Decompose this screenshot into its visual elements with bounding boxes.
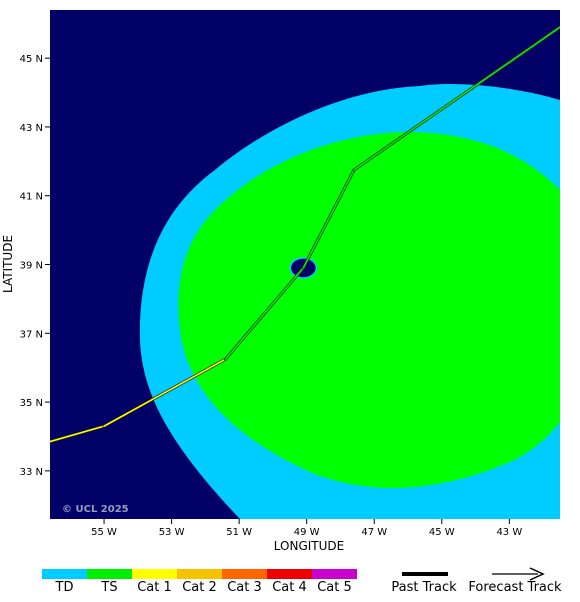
- legend-label-cat-1: Cat 1: [137, 580, 172, 595]
- x-tick-label: 53 W: [159, 527, 185, 538]
- track-segment: [302, 169, 355, 269]
- y-tick-label: 37 N: [20, 329, 43, 340]
- legend-swatch-cat-4: [267, 569, 312, 579]
- y-tick-label: 45 N: [20, 54, 43, 65]
- y-tick-label: 43 N: [20, 123, 43, 134]
- x-tick-label: 43 W: [496, 527, 522, 538]
- y-tick-label: 41 N: [20, 192, 43, 203]
- x-axis: 55 W 53 W 51 W 49 W 47 W 45 W 43 W: [91, 519, 522, 538]
- forecast-track-arrow-icon: [492, 567, 545, 581]
- y-axis-title: LATITUDE: [1, 235, 15, 293]
- legend-label-ts: TS: [100, 580, 117, 595]
- track-segment: [353, 26, 560, 171]
- legend-swatch-cat-5: [312, 569, 357, 579]
- legend-label-cat-3: Cat 3: [227, 580, 262, 595]
- y-tick-label: 39 N: [20, 261, 43, 272]
- track-segment: [50, 425, 105, 443]
- y-tick-label: 35 N: [20, 398, 43, 409]
- x-tick-label: 55 W: [91, 527, 117, 538]
- legend-label-cat-2: Cat 2: [182, 580, 217, 595]
- legend-label-cat-4: Cat 4: [272, 580, 307, 595]
- legend-swatch-cat-2: [177, 569, 222, 579]
- legend-swatch-ts: [87, 569, 132, 579]
- past-track-label: Past Track: [391, 580, 457, 595]
- legend-label-td: TD: [55, 580, 74, 595]
- x-axis-title: LONGITUDE: [274, 539, 344, 553]
- legend-category-labels: TD TS Cat 1 Cat 2 Cat 3 Cat 4 Cat 5: [55, 580, 352, 595]
- track-segment: [103, 358, 227, 427]
- storm-track: [50, 25, 560, 444]
- legend-swatch-td: [42, 569, 87, 579]
- forecast-track-label: Forecast Track: [468, 580, 562, 595]
- copyright-notice: © UCL 2025: [62, 504, 129, 515]
- x-tick-label: 51 W: [226, 527, 252, 538]
- legend-label-cat-5: Cat 5: [317, 580, 352, 595]
- ts-wind-zone: [178, 132, 560, 489]
- x-tick-label: 47 W: [361, 527, 387, 538]
- legend-swatch-cat-1: [132, 569, 177, 579]
- track-segment: [224, 267, 305, 360]
- y-axis: 45 N 43 N 41 N 39 N 37 N 35 N 33 N: [20, 54, 50, 478]
- x-tick-label: 45 W: [429, 527, 455, 538]
- legend-swatch-cat-3: [222, 569, 267, 579]
- x-tick-label: 49 W: [294, 527, 320, 538]
- plot-area: [50, 10, 560, 519]
- legend-category-bars: [42, 569, 357, 579]
- y-tick-label: 33 N: [20, 467, 43, 478]
